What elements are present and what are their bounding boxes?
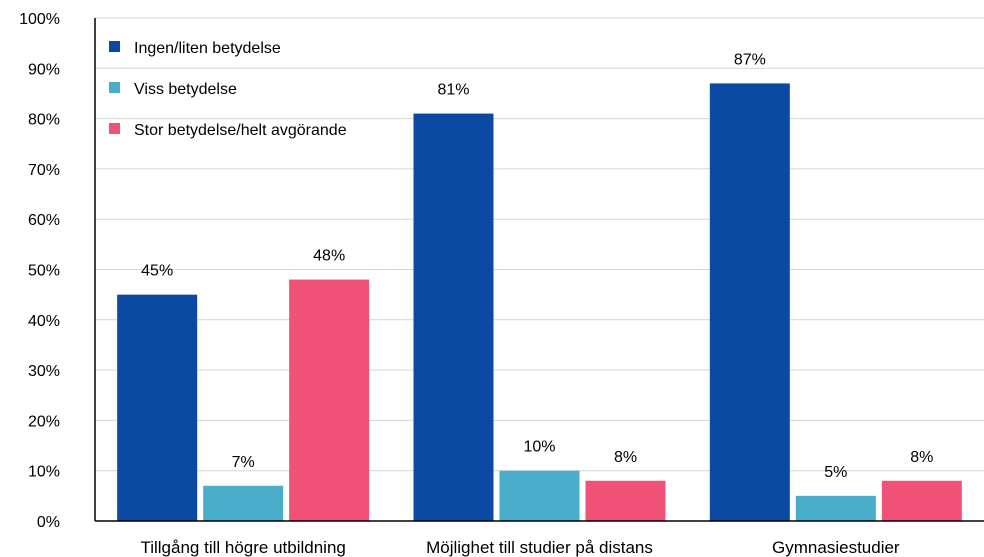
y-tick-label: 20%: [28, 413, 60, 430]
legend-swatch: [109, 82, 120, 93]
y-axis-tick-labels: 0% 10% 20% 30% 40% 50% 60% 70% 80% 90% 100%: [19, 11, 60, 531]
y-tick-label: 70%: [28, 162, 60, 179]
category-label: Tillgång till högre utbildning: [140, 538, 345, 557]
data-label: 8%: [910, 449, 933, 466]
x-axis-category-labels: Tillgång till högre utbildning Möjlighet …: [140, 538, 899, 557]
data-label: 8%: [614, 449, 637, 466]
category-label: Möjlighet till studier på distans: [426, 538, 653, 557]
bar-viss-betydelse: [203, 485, 284, 521]
y-tick-label: 80%: [28, 112, 60, 129]
legend-swatch: [109, 41, 120, 52]
y-tick-label: 90%: [28, 61, 60, 78]
y-tick-label: 100%: [19, 11, 60, 28]
gridlines: [95, 17, 984, 472]
y-tick-label: 0%: [37, 514, 60, 531]
data-label: 10%: [523, 439, 555, 456]
y-tick-label: 10%: [28, 464, 60, 481]
y-tick-label: 60%: [28, 212, 60, 229]
data-label: 7%: [232, 454, 255, 471]
legend-label: Ingen/liten betydelse: [134, 40, 281, 57]
bar-viss-betydelse: [499, 470, 580, 521]
bar-ingen-liten-betydelse: [117, 294, 198, 521]
bars: [117, 83, 962, 521]
y-tick-label: 30%: [28, 363, 60, 380]
bar-ingen-liten-betydelse: [709, 83, 790, 521]
data-label: 45%: [141, 263, 173, 280]
legend-swatch: [109, 123, 120, 134]
category-label: Gymnasiestudier: [772, 538, 900, 557]
bar-stor-betydelse-helt-avg-rande: [289, 279, 370, 521]
data-label: 5%: [824, 464, 847, 481]
bar-viss-betydelse: [795, 495, 876, 521]
legend: Ingen/liten betydelse Viss betydelse Stor …: [109, 40, 347, 139]
y-tick-label: 50%: [28, 263, 60, 280]
data-label: 81%: [437, 82, 469, 99]
bar-ingen-liten-betydelse: [413, 113, 494, 521]
axes: [94, 18, 984, 522]
data-label: 48%: [313, 248, 345, 265]
bar-stor-betydelse-helt-avg-rande: [585, 480, 666, 521]
legend-label: Stor betydelse/helt avgörande: [134, 122, 347, 139]
y-tick-label: 40%: [28, 313, 60, 330]
data-label: 87%: [734, 51, 766, 68]
data-labels: 45% 7% 48% 81% 10% 8% 87% 5% 8%: [141, 51, 933, 480]
bar-stor-betydelse-helt-avg-rande: [881, 480, 962, 521]
legend-label: Viss betydelse: [134, 81, 237, 98]
